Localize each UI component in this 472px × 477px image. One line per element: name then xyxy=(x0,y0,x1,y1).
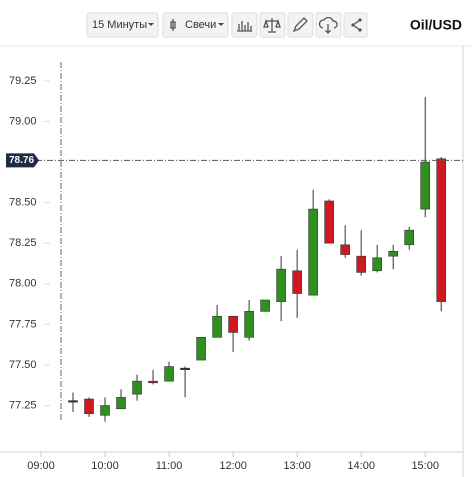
candle-body xyxy=(212,315,222,338)
share-dot xyxy=(358,18,362,22)
candle-body xyxy=(132,380,142,395)
candle-body xyxy=(260,299,270,312)
y-tick-label: 77.25 xyxy=(9,399,37,411)
chart-style-label: Свечи xyxy=(185,19,216,31)
interval-label: 15 Минуты xyxy=(92,19,147,31)
candle-body xyxy=(180,367,190,370)
candle-body xyxy=(100,405,110,416)
dropdown-arrow xyxy=(148,23,154,26)
y-tick-label: 78.50 xyxy=(9,197,37,209)
dropdown-arrow xyxy=(218,23,224,26)
candle-body xyxy=(148,380,158,384)
x-tick-label: 13:00 xyxy=(283,460,311,472)
candle-body xyxy=(308,208,318,296)
candle-body xyxy=(420,161,431,210)
candle-body xyxy=(228,315,238,333)
y-tick-label: 77.75 xyxy=(9,318,37,330)
candle-body xyxy=(404,229,415,246)
interval-button[interactable] xyxy=(86,12,159,38)
candle-body xyxy=(68,400,78,403)
candle-body xyxy=(324,200,334,244)
share-button[interactable] xyxy=(343,12,368,38)
draw-button[interactable] xyxy=(287,12,314,38)
y-tick-label: 77.50 xyxy=(9,359,37,371)
indicators-icon xyxy=(237,21,252,32)
x-tick-label: 15:00 xyxy=(411,460,439,472)
x-tick-label: 09:00 xyxy=(27,460,55,472)
y-tick-label: 78.25 xyxy=(9,237,37,249)
share-dot xyxy=(351,23,355,27)
pencil-icon xyxy=(292,17,308,33)
candle-body xyxy=(84,398,94,414)
candle-body xyxy=(244,311,254,338)
toolbar: 15 Минуты Свечи xyxy=(86,12,368,38)
chart-title: Oil/USD xyxy=(410,17,462,33)
y-tick-label: 78.00 xyxy=(9,278,37,290)
x-tick-label: 12:00 xyxy=(219,460,247,472)
candle-body xyxy=(372,257,382,272)
candle-body xyxy=(116,397,126,410)
candle-body xyxy=(356,255,366,273)
y-tick-label: 79.00 xyxy=(9,115,37,127)
candle-body xyxy=(388,250,398,257)
candle-body xyxy=(196,337,206,361)
candle-icon xyxy=(170,19,176,31)
share-dot xyxy=(358,28,362,32)
candle-body xyxy=(436,158,447,302)
candle-body xyxy=(340,244,350,255)
x-tick-label: 10:00 xyxy=(91,460,119,472)
chart-style-button[interactable] xyxy=(162,12,229,38)
last-price-label: 78.76 xyxy=(9,155,34,166)
cloud-icon xyxy=(318,16,338,34)
candle-body xyxy=(292,270,302,294)
x-tick-label: 11:00 xyxy=(156,460,183,472)
last-price-box xyxy=(6,153,39,168)
candle-body xyxy=(164,366,174,382)
y-tick-label: 79.25 xyxy=(9,75,37,87)
compare-icon xyxy=(263,18,281,33)
candle-body xyxy=(276,268,286,302)
x-tick-label: 14:00 xyxy=(347,460,375,472)
